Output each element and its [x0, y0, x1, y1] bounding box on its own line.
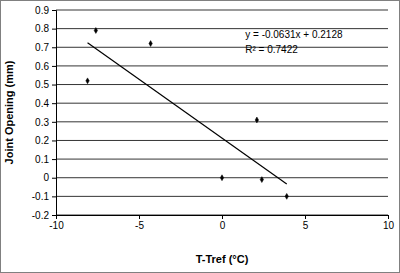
x-tick-label: -5	[135, 220, 144, 231]
y-tick: 0	[43, 172, 56, 183]
y-tick-label: 0.4	[35, 98, 49, 109]
y-tick: 0.1	[35, 154, 56, 165]
x-axis-line	[57, 216, 389, 220]
y-tick: -0.1	[32, 191, 56, 202]
y-tick-mark	[52, 140, 56, 141]
x-tick-mark	[222, 215, 223, 219]
y-tick-label: -0.1	[32, 191, 50, 202]
y-tick: 0.5	[35, 79, 56, 90]
y-tick-label: 0.9	[35, 5, 49, 16]
x-tick-label: 5	[303, 220, 309, 231]
y-tick-label: 0	[43, 172, 49, 183]
y-tick-mark	[52, 85, 56, 86]
point	[149, 41, 152, 47]
y-tick-label: 0.5	[35, 79, 49, 90]
y-tick-mark	[52, 122, 56, 123]
grid-line	[56, 121, 388, 122]
grid-line	[56, 47, 388, 48]
y-tick-mark	[52, 103, 56, 104]
grid	[56, 10, 388, 215]
y-tick-label: 0.3	[35, 117, 49, 128]
y-tick: 0.9	[35, 5, 56, 16]
trend-line	[88, 43, 287, 184]
x-tick-mark	[139, 215, 140, 219]
y-tick-label: 0.2	[35, 135, 49, 146]
y-tick: 0.4	[35, 98, 56, 109]
grid-line	[56, 159, 388, 160]
x-axis: -10 -5 0 5 10	[49, 215, 394, 231]
x-tick: -10	[49, 215, 64, 231]
y-tick-label: -0.2	[32, 210, 50, 221]
y-tick-mark	[52, 159, 56, 160]
y-tick-mark	[52, 178, 56, 179]
point	[220, 175, 223, 181]
x-tick: 5	[303, 215, 309, 231]
y-axis: -0.2 -0.1 0 0.1 0.2 0.3 0.4 0.5 0.6 0.7 0.8 0.9	[32, 5, 57, 221]
y-tick: 0.3	[35, 117, 56, 128]
grid-line	[56, 196, 388, 197]
grid-line	[56, 84, 388, 85]
x-tick-mark	[305, 215, 306, 219]
x-tick: -5	[135, 215, 144, 231]
y-tick: 0.6	[35, 61, 56, 72]
y-tick: 0.2	[35, 135, 56, 146]
y-axis-line	[52, 11, 57, 216]
grid-line	[56, 103, 388, 104]
chart: -0.2-0.100.10.20.30.40.50.60.70.80.9-10-…	[0, 0, 400, 273]
chart-border	[1, 1, 400, 273]
y-tick-mark	[52, 29, 56, 30]
y-tick-label: 0.1	[35, 154, 49, 165]
annotation: R² = 0.7422	[245, 44, 298, 55]
x-tick-mark	[388, 215, 389, 219]
x-tick: 10	[383, 215, 395, 231]
y-tick-label: 0.8	[35, 23, 49, 34]
x-tick-label: -10	[49, 220, 64, 231]
point	[255, 117, 258, 123]
x-axis-title: T-Tref (°C)	[196, 253, 249, 265]
y-tick-label: 0.7	[35, 42, 49, 53]
y-tick: 0.8	[35, 23, 56, 34]
x-tick: 0	[220, 215, 226, 231]
point	[86, 78, 89, 84]
x-tick-mark	[56, 215, 57, 219]
y-tick-mark	[52, 47, 56, 48]
y-tick-mark	[52, 10, 56, 11]
annotation: y = -0.0631x + 0.2128	[245, 29, 343, 40]
y-tick: 0.7	[35, 42, 56, 53]
point	[285, 193, 288, 199]
y-axis-title: Joint Opening (mm)	[3, 60, 15, 164]
x-tick-label: 0	[220, 220, 226, 231]
x-tick-label: 10	[383, 220, 395, 231]
grid-line	[56, 10, 388, 11]
grid-line	[56, 140, 388, 141]
y-tick: -0.2	[32, 210, 56, 221]
y-tick-mark	[52, 215, 56, 216]
plot: -0.2-0.100.10.20.30.40.50.60.70.80.9-10-…	[32, 5, 395, 231]
grid-line	[56, 65, 388, 66]
y-tick-mark	[52, 66, 56, 67]
y-tick-mark	[52, 196, 56, 197]
point	[260, 177, 263, 183]
y-tick-label: 0.6	[35, 61, 49, 72]
point	[94, 28, 97, 34]
